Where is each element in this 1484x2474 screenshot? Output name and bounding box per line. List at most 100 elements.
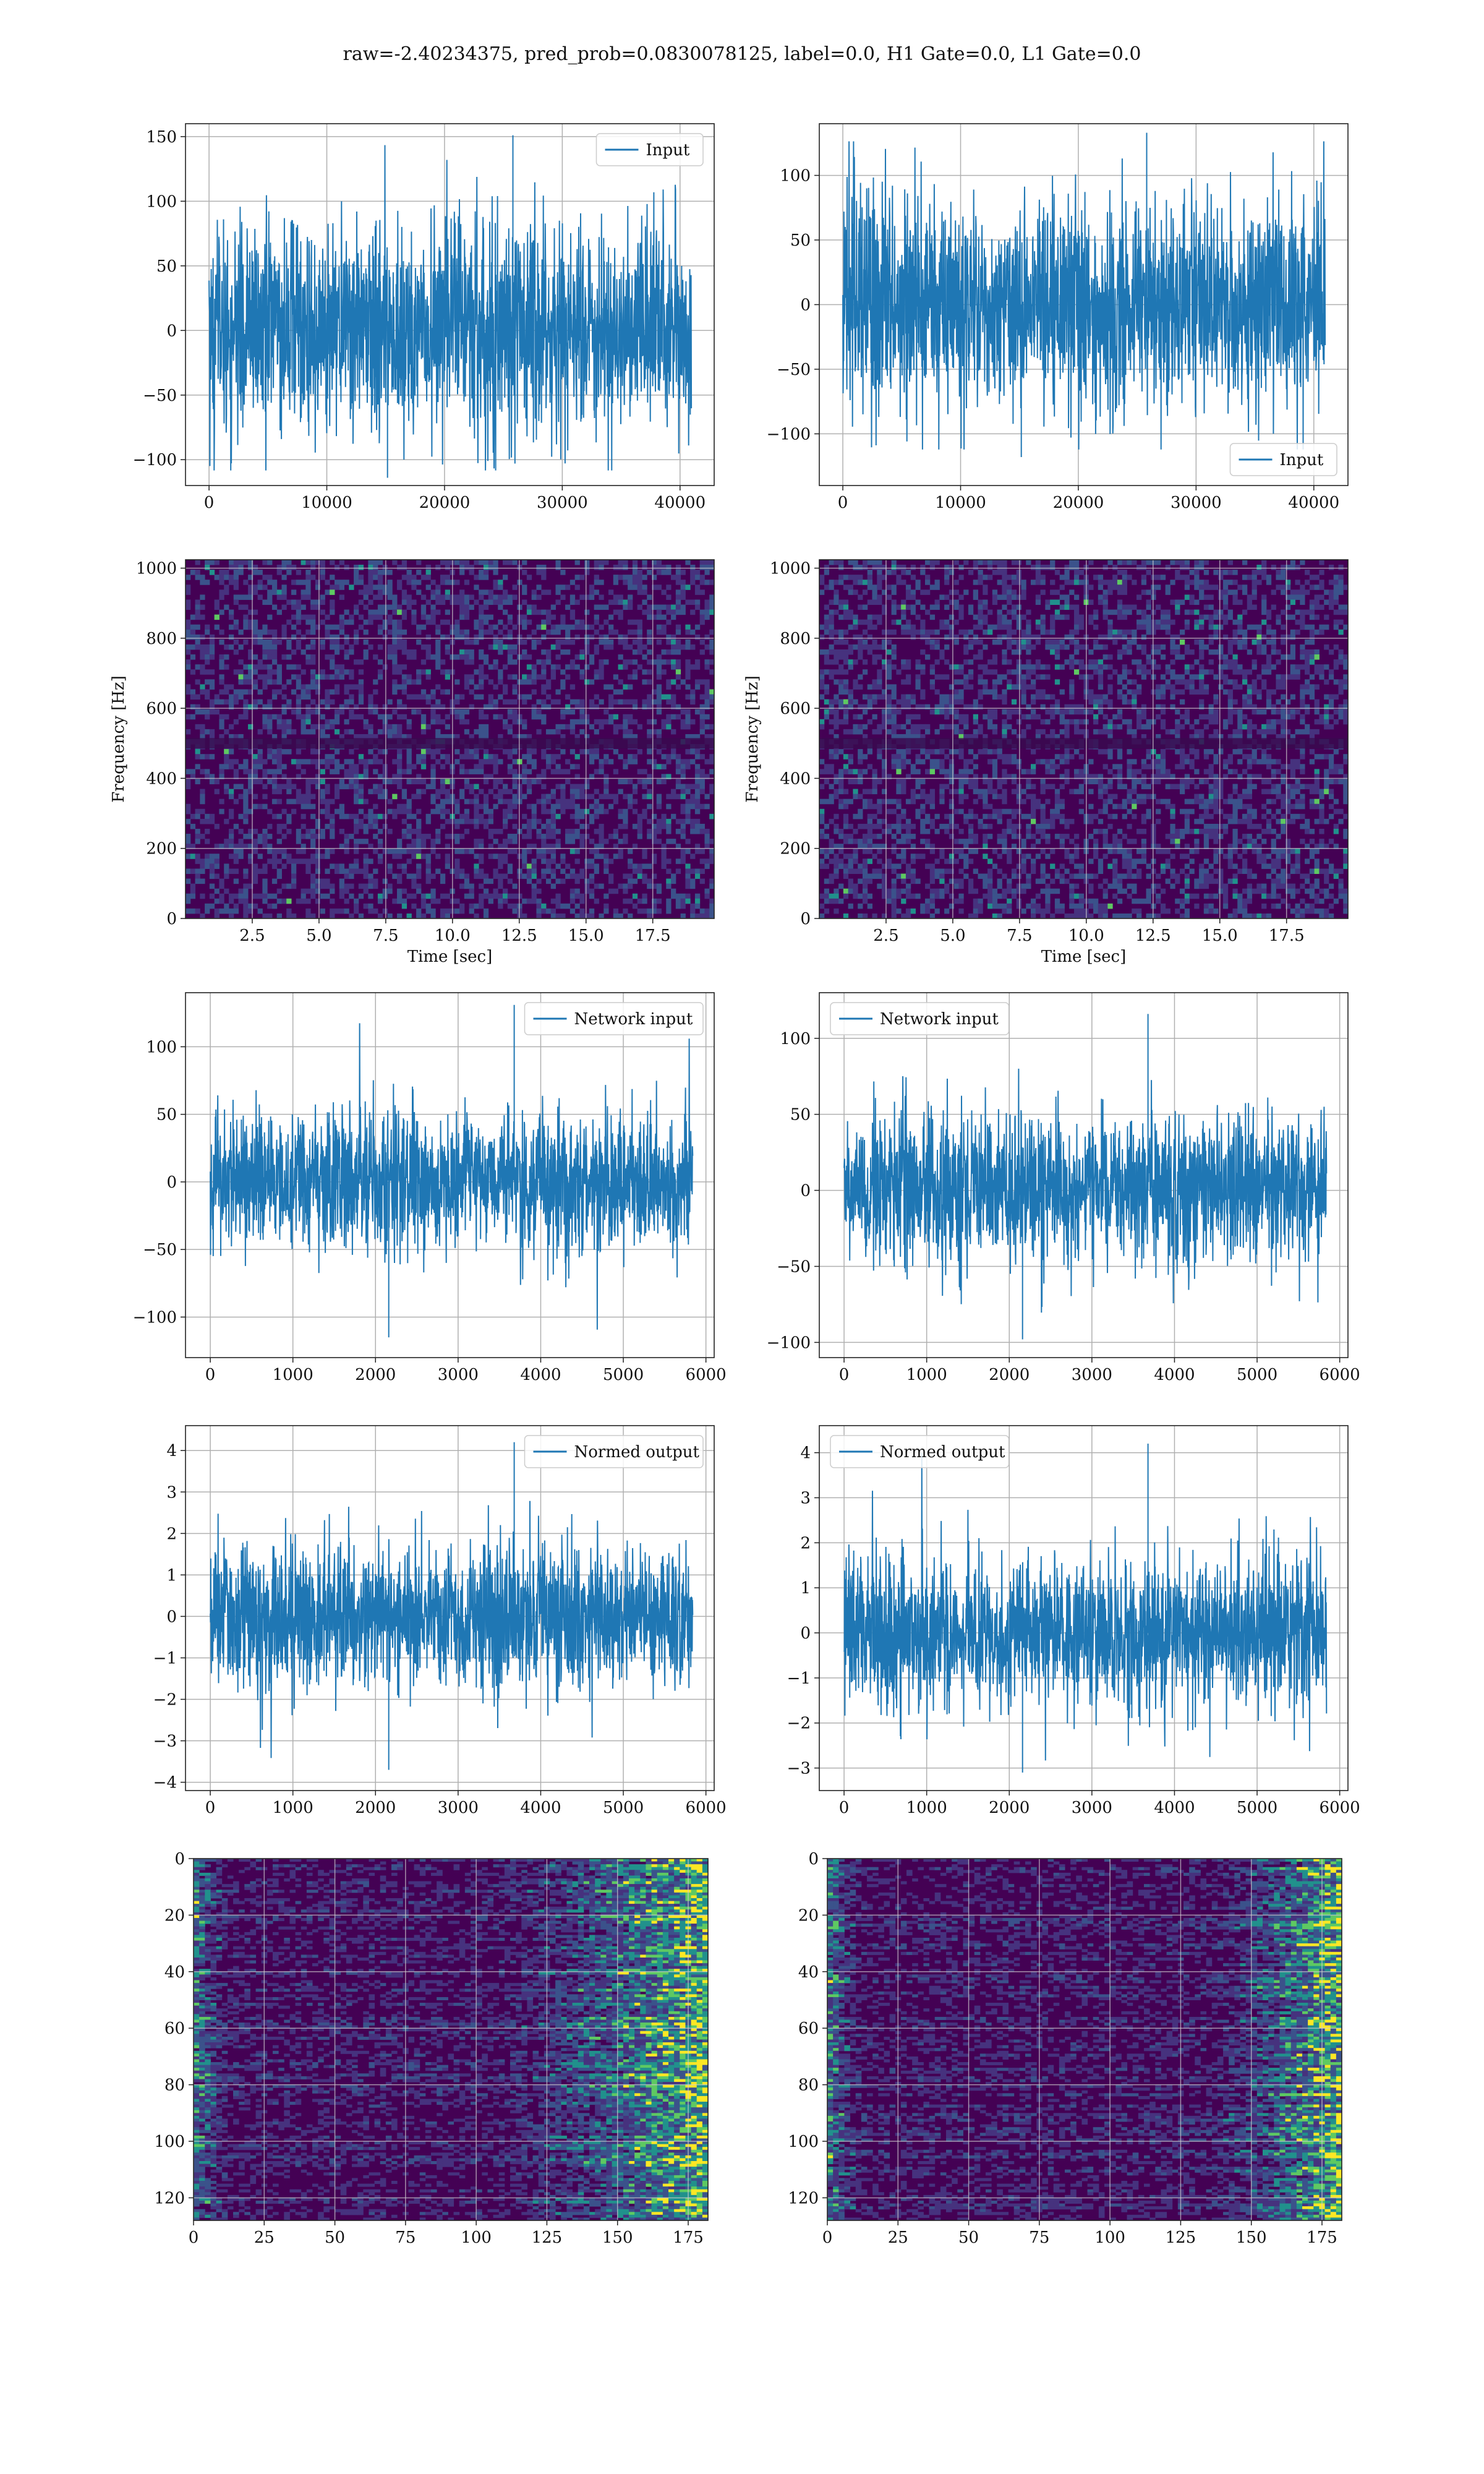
y-tick-label: 2 (800, 1534, 811, 1552)
y-tick-label: 1 (166, 1566, 177, 1585)
y-tick-label: 0 (166, 322, 177, 340)
x-tick-label: 1000 (273, 1799, 313, 1817)
x-tick-label: 7.5 (1007, 927, 1032, 945)
x-tick-label: 17.5 (635, 927, 671, 945)
x-tick-label: 175 (673, 2228, 704, 2247)
x-tick-label: 4000 (1154, 1799, 1195, 1817)
x-tick-label: 1000 (273, 1366, 313, 1384)
x-tick-label: 175 (1307, 2228, 1337, 2247)
legend-box (524, 1002, 704, 1035)
y-tick-label: 4 (800, 1444, 811, 1463)
y-tick-label: 100 (154, 2133, 185, 2151)
legend-box (830, 1002, 1010, 1035)
x-tick-label: 12.5 (501, 927, 537, 945)
heatmap-cells (194, 1859, 708, 2220)
x-tick-label: 0 (839, 1799, 850, 1817)
x-tick-label: 25 (888, 2228, 908, 2247)
axes-frame (819, 992, 1349, 1358)
feat-l1-panel: 0 25 50 75 100 125 150 175 0 20 40 60 80 100 120 (788, 1850, 1342, 2247)
x-tick-label: 12.5 (1135, 927, 1171, 945)
series-line (208, 135, 693, 478)
y-tick-label: 100 (780, 167, 811, 186)
y-tick-label: −2 (787, 1714, 811, 1733)
y-tick-label: 1 (800, 1579, 811, 1598)
y-tick-label: −50 (143, 387, 177, 405)
x-tick-label: 150 (602, 2228, 633, 2247)
normed-l1-panel: Normed output 0 1000 2000 3000 4000 5000 6000 −3… (787, 1425, 1360, 1817)
y-tick-label: 0 (800, 1182, 811, 1201)
x-tick-label: 75 (1029, 2228, 1049, 2247)
y-tick-label: 0 (166, 910, 177, 928)
x-tick-label: 40000 (654, 494, 706, 512)
series-line (843, 1014, 1328, 1340)
x-axis-label: Time [sec] (407, 948, 493, 966)
x-tick-label: 30000 (1171, 494, 1222, 512)
y-axis-label: Frequency [Hz] (109, 675, 128, 803)
x-tick-label: 6000 (686, 1799, 727, 1817)
x-tick-label: 20000 (1053, 494, 1104, 512)
x-tick-label: 0 (204, 494, 215, 512)
x-tick-label: 4000 (520, 1799, 561, 1817)
x-tick-label: 3000 (438, 1799, 479, 1817)
x-tick-label: 150 (1236, 2228, 1267, 2247)
heatmap-cells (819, 560, 1348, 918)
series-line (842, 132, 1326, 457)
x-tick-label: 15.0 (1202, 927, 1238, 945)
y-tick-label: 40 (164, 1963, 185, 1982)
heatmap-cells (186, 560, 714, 918)
y-tick-label: −100 (767, 1333, 811, 1352)
figure-title: raw=-2.40234375, pred_prob=0.0830078125,… (343, 43, 1141, 65)
y-tick-label: −50 (143, 1241, 177, 1259)
y-tick-label: 1000 (770, 560, 811, 578)
y-tick-label: −4 (153, 1774, 177, 1792)
legend-label: Input (1280, 451, 1324, 469)
x-tick-label: 7.5 (373, 927, 398, 945)
x-tick-label: 2.5 (873, 927, 898, 945)
x-tick-label: 2000 (355, 1366, 396, 1384)
y-tick-label: −50 (777, 1258, 811, 1277)
y-tick-label: 400 (780, 769, 811, 788)
x-tick-label: 5000 (1237, 1366, 1277, 1384)
y-tick-label: −100 (133, 1308, 177, 1327)
legend-label: Network input (880, 1010, 999, 1029)
x-tick-label: 2000 (355, 1799, 396, 1817)
series-line (210, 1442, 694, 1770)
y-tick-label: 20 (164, 1906, 185, 1925)
x-tick-label: 0 (205, 1799, 216, 1817)
x-tick-label: 0 (839, 1366, 850, 1384)
feat-h1-panel: 0 25 50 75 100 125 150 175 0 20 40 60 80 100 120 (154, 1850, 709, 2247)
series-line (210, 1004, 694, 1338)
input-h1-panel: Input 0 10000 20000 30000 40000 −100 −50 0 50 100 1… (133, 123, 715, 512)
x-tick-label: 0 (189, 2228, 199, 2247)
y-tick-label: 2 (166, 1525, 177, 1543)
input-l1-panel: Input 0 10000 20000 30000 40000 −100 −50 0 50 100 (767, 123, 1349, 512)
y-tick-label: −1 (153, 1649, 177, 1667)
x-tick-label: 1000 (906, 1799, 947, 1817)
legend-box (524, 1435, 704, 1468)
y-tick-label: −2 (153, 1691, 177, 1710)
y-tick-label: −100 (767, 425, 811, 443)
y-tick-label: 50 (790, 1106, 811, 1124)
y-tick-label: 0 (166, 1607, 177, 1626)
y-tick-label: 150 (146, 128, 177, 147)
y-tick-label: 0 (174, 1850, 185, 1868)
y-tick-label: 600 (780, 700, 811, 718)
x-tick-label: 75 (395, 2228, 416, 2247)
y-tick-label: 80 (798, 2076, 819, 2095)
x-tick-label: 5000 (603, 1366, 644, 1384)
axes-frame (185, 1425, 715, 1791)
axes-frame (819, 1425, 1349, 1791)
x-tick-label: 2000 (989, 1799, 1030, 1817)
legend-label: Network input (574, 1010, 693, 1029)
y-tick-label: 600 (146, 700, 177, 718)
x-tick-label: 10000 (301, 494, 352, 512)
axes-frame (185, 123, 715, 486)
axes-frame (827, 1858, 1342, 2221)
x-tick-label: 40000 (1288, 494, 1339, 512)
x-tick-label: 5000 (603, 1799, 644, 1817)
legend-box (1229, 443, 1337, 476)
y-tick-label: 0 (808, 1850, 819, 1868)
legend-box (830, 1435, 1010, 1468)
y-tick-label: 400 (146, 769, 177, 788)
y-tick-label: 20 (798, 1906, 819, 1925)
